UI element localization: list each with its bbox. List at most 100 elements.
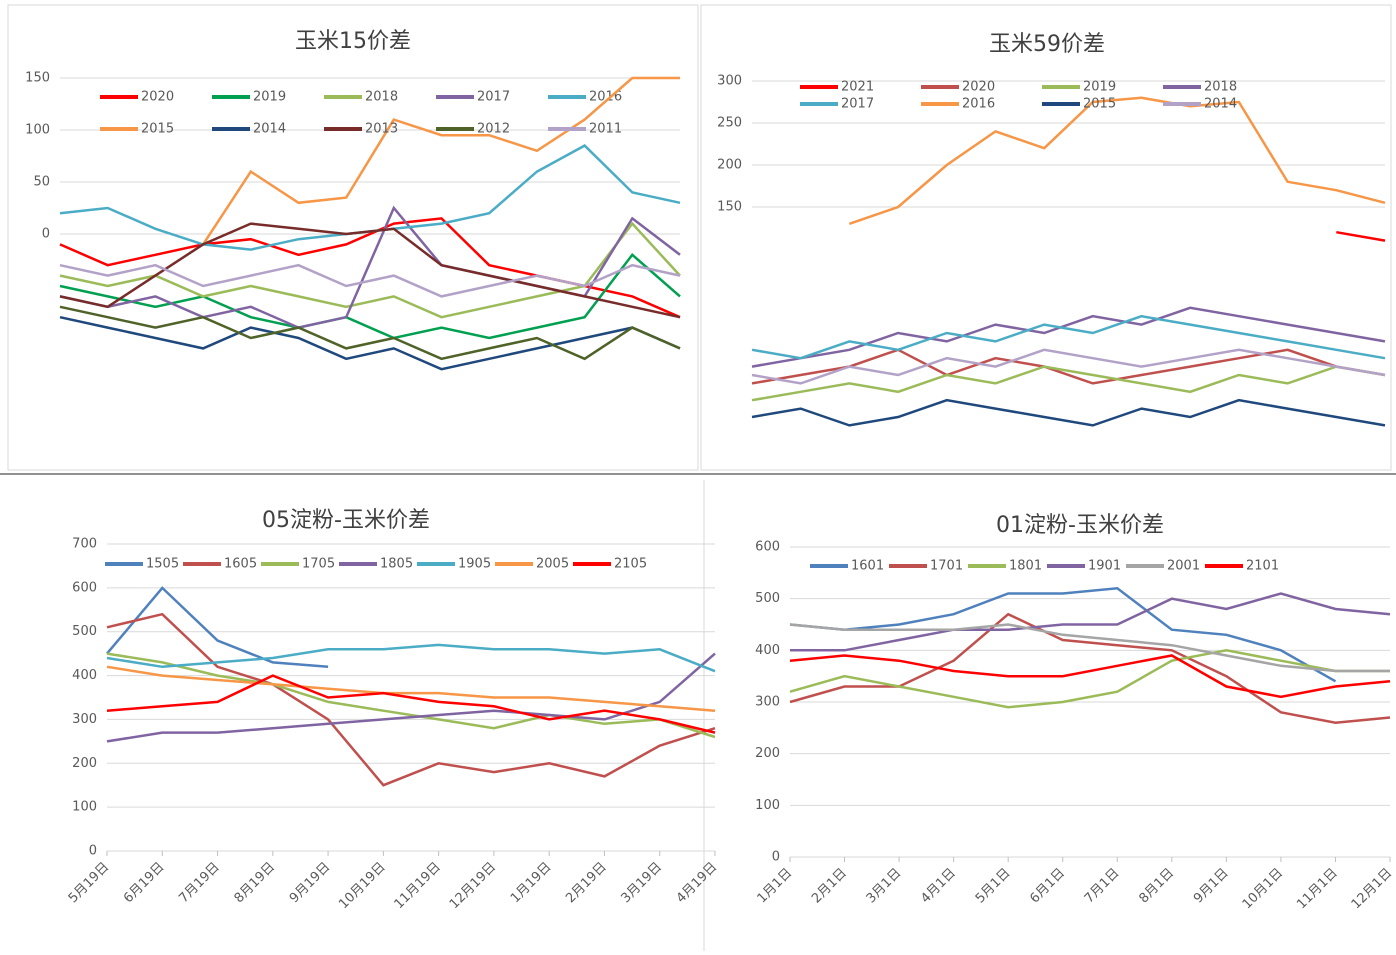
legend-label: 1805	[380, 557, 413, 572]
x-tick-label: 1月19日	[508, 860, 555, 907]
legend-label: 2012	[477, 122, 510, 137]
x-tick-label: 9月19日	[287, 860, 334, 907]
y-tick-label: 300	[755, 695, 780, 710]
legend-label: 2001	[1167, 559, 1200, 574]
series-line	[751, 348, 1386, 385]
x-tick-label: 6月19日	[121, 860, 168, 907]
series-line	[202, 76, 680, 246]
y-tick-label: 200	[72, 756, 97, 771]
series-line	[789, 623, 1390, 673]
x-tick-label: 11月1日	[1294, 866, 1341, 913]
y-tick-label: 600	[755, 540, 780, 555]
x-tick-label: 6月1日	[1027, 866, 1068, 907]
legend-label: 1701	[930, 559, 963, 574]
legend-label: 2015	[141, 122, 174, 137]
legend-label: 2019	[253, 90, 286, 105]
y-tick-label: 0	[772, 850, 780, 865]
chart-title: 玉米59价差	[989, 32, 1105, 57]
series-line	[1336, 230, 1386, 242]
y-tick-label: 700	[72, 537, 97, 552]
y-tick-label: 150	[25, 71, 50, 86]
x-tick-label: 1月1日	[755, 866, 796, 907]
legend-label: 2014	[1204, 97, 1237, 112]
series-line	[59, 315, 681, 371]
x-tick-label: 8月1日	[1136, 866, 1177, 907]
chart-title: 玉米15价差	[295, 29, 411, 54]
x-tick-label: 4月19日	[674, 860, 721, 907]
legend-label: 2105	[614, 557, 647, 572]
legend-label: 2005	[536, 557, 569, 572]
x-tick-label: 3月1日	[864, 866, 905, 907]
series-line	[59, 222, 681, 319]
y-tick-label: 150	[717, 200, 742, 215]
y-tick-label: 100	[72, 800, 97, 815]
x-tick-label: 2月1日	[809, 866, 850, 907]
series-line	[59, 221, 681, 319]
x-tick-label: 2月19日	[563, 860, 610, 907]
legend-label: 1801	[1009, 559, 1042, 574]
series-line	[789, 587, 1337, 683]
y-tick-label: 50	[33, 175, 50, 190]
legend-label: 2017	[477, 90, 510, 105]
x-tick-label: 5月19日	[66, 860, 113, 907]
series-line	[106, 643, 716, 673]
legend-label: 2013	[365, 122, 398, 137]
series-line	[789, 649, 1390, 709]
series-line	[751, 398, 1386, 427]
panel	[7, 4, 699, 471]
legend-label: 2020	[962, 80, 995, 95]
chart-title: 05淀粉-玉米价差	[262, 508, 430, 533]
legend-label: 2011	[589, 122, 622, 137]
x-tick-label: 7月1日	[1082, 866, 1123, 907]
x-tick-label: 12月1日	[1349, 866, 1396, 913]
x-tick-label: 4月1日	[918, 866, 959, 907]
legend-label: 1605	[224, 557, 257, 572]
series-line	[106, 652, 716, 739]
x-tick-label: 11月19日	[392, 860, 444, 912]
legend-label: 2021	[841, 80, 874, 95]
y-tick-label: 300	[72, 712, 97, 727]
y-tick-label: 250	[717, 116, 742, 131]
x-tick-label: 9月1日	[1191, 866, 1232, 907]
legend-label: 2017	[841, 97, 874, 112]
y-tick-label: 300	[717, 74, 742, 89]
series-line	[59, 305, 681, 361]
x-tick-label: 5月1日	[973, 866, 1014, 907]
series-line	[106, 586, 329, 669]
legend-label: 2101	[1246, 559, 1279, 574]
y-tick-label: 400	[72, 668, 97, 683]
y-tick-label: 500	[755, 591, 780, 606]
y-tick-label: 0	[42, 227, 50, 242]
series-line	[751, 306, 1386, 368]
series-line	[848, 96, 1386, 225]
legend-label: 2019	[1083, 80, 1116, 95]
legend-label: 1705	[302, 557, 335, 572]
legend-label: 2015	[1083, 97, 1116, 112]
y-tick-label: 500	[72, 624, 97, 639]
x-tick-label: 7月19日	[176, 860, 223, 907]
series-line	[106, 665, 716, 712]
x-tick-label: 10月19日	[336, 860, 388, 912]
x-tick-label: 8月19日	[232, 860, 279, 907]
legend-label: 1905	[458, 557, 491, 572]
series-line	[59, 263, 681, 298]
series-line	[790, 592, 1391, 652]
legend-label: 2020	[141, 90, 174, 105]
legend-label: 2018	[1204, 80, 1237, 95]
legend-label: 2014	[253, 122, 286, 137]
legend-label: 1505	[146, 557, 179, 572]
panel	[700, 4, 1392, 471]
series-line	[106, 652, 716, 743]
chart-title: 01淀粉-玉米价差	[996, 513, 1164, 538]
legend-label: 1601	[851, 559, 884, 574]
y-tick-label: 200	[755, 746, 780, 761]
series-line	[106, 612, 716, 787]
series-line	[789, 654, 1391, 699]
y-tick-label: 400	[755, 643, 780, 658]
series-line	[789, 612, 1391, 724]
series-line	[751, 365, 1386, 402]
y-tick-label: 200	[717, 158, 742, 173]
y-tick-label: 100	[755, 798, 780, 813]
